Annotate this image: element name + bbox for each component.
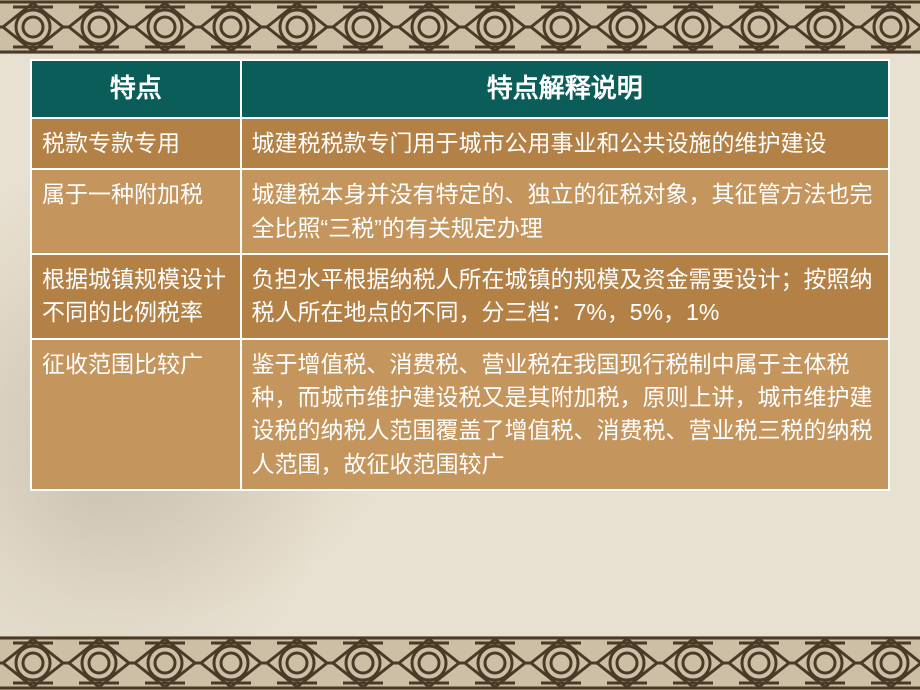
border-motif xyxy=(198,0,264,54)
features-table: 特点 特点解释说明 税款专款专用 城建税税款专门用于城市公用事业和公共设施的维护… xyxy=(30,59,890,491)
col-header-feature: 特点 xyxy=(31,60,241,118)
border-motif xyxy=(726,0,792,54)
border-motif xyxy=(594,636,660,690)
border-motif xyxy=(726,636,792,690)
border-motif xyxy=(396,636,462,690)
border-motif xyxy=(396,0,462,54)
border-motif xyxy=(66,0,132,54)
border-motif xyxy=(462,0,528,54)
border-motif xyxy=(792,0,858,54)
border-motif xyxy=(858,636,920,690)
border-motif xyxy=(660,0,726,54)
table-row: 属于一种附加税 城建税本身并没有特定的、独立的征税对象，其征管方法也完全比照“三… xyxy=(31,169,889,254)
border-motif xyxy=(0,0,66,54)
slide-background: 特点 特点解释说明 税款专款专用 城建税税款专门用于城市公用事业和公共设施的维护… xyxy=(0,0,920,690)
table-row: 税款专款专用 城建税税款专门用于城市公用事业和公共设施的维护建设 xyxy=(31,118,889,169)
border-motif xyxy=(66,636,132,690)
border-motif xyxy=(528,636,594,690)
border-motif xyxy=(462,636,528,690)
cell-desc: 负担水平根据纳税人所在城镇的规模及资金需要设计；按照纳税人所在地点的不同，分三档… xyxy=(241,254,889,339)
cell-feature: 根据城镇规模设计不同的比例税率 xyxy=(31,254,241,339)
border-motif xyxy=(528,0,594,54)
decorative-border-top xyxy=(0,0,920,54)
border-motif xyxy=(0,636,66,690)
table-row: 根据城镇规模设计不同的比例税率 负担水平根据纳税人所在城镇的规模及资金需要设计；… xyxy=(31,254,889,339)
border-motif xyxy=(132,636,198,690)
border-motif xyxy=(264,636,330,690)
border-motif xyxy=(264,0,330,54)
col-header-desc: 特点解释说明 xyxy=(241,60,889,118)
decorative-border-bottom xyxy=(0,636,920,690)
cell-desc: 城建税本身并没有特定的、独立的征税对象，其征管方法也完全比照“三税”的有关规定办… xyxy=(241,169,889,254)
border-motif xyxy=(858,0,920,54)
cell-feature: 税款专款专用 xyxy=(31,118,241,169)
cell-feature: 属于一种附加税 xyxy=(31,169,241,254)
border-motif xyxy=(330,636,396,690)
border-motif xyxy=(198,636,264,690)
border-motif xyxy=(330,0,396,54)
border-motif xyxy=(132,0,198,54)
border-motif xyxy=(660,636,726,690)
cell-feature: 征收范围比较广 xyxy=(31,339,241,490)
border-motif xyxy=(792,636,858,690)
table-header-row: 特点 特点解释说明 xyxy=(31,60,889,118)
cell-desc: 鉴于增值税、消费税、营业税在我国现行税制中属于主体税种，而城市维护建设税又是其附… xyxy=(241,339,889,490)
table-row: 征收范围比较广 鉴于增值税、消费税、营业税在我国现行税制中属于主体税种，而城市维… xyxy=(31,339,889,490)
border-motif xyxy=(594,0,660,54)
cell-desc: 城建税税款专门用于城市公用事业和公共设施的维护建设 xyxy=(241,118,889,169)
